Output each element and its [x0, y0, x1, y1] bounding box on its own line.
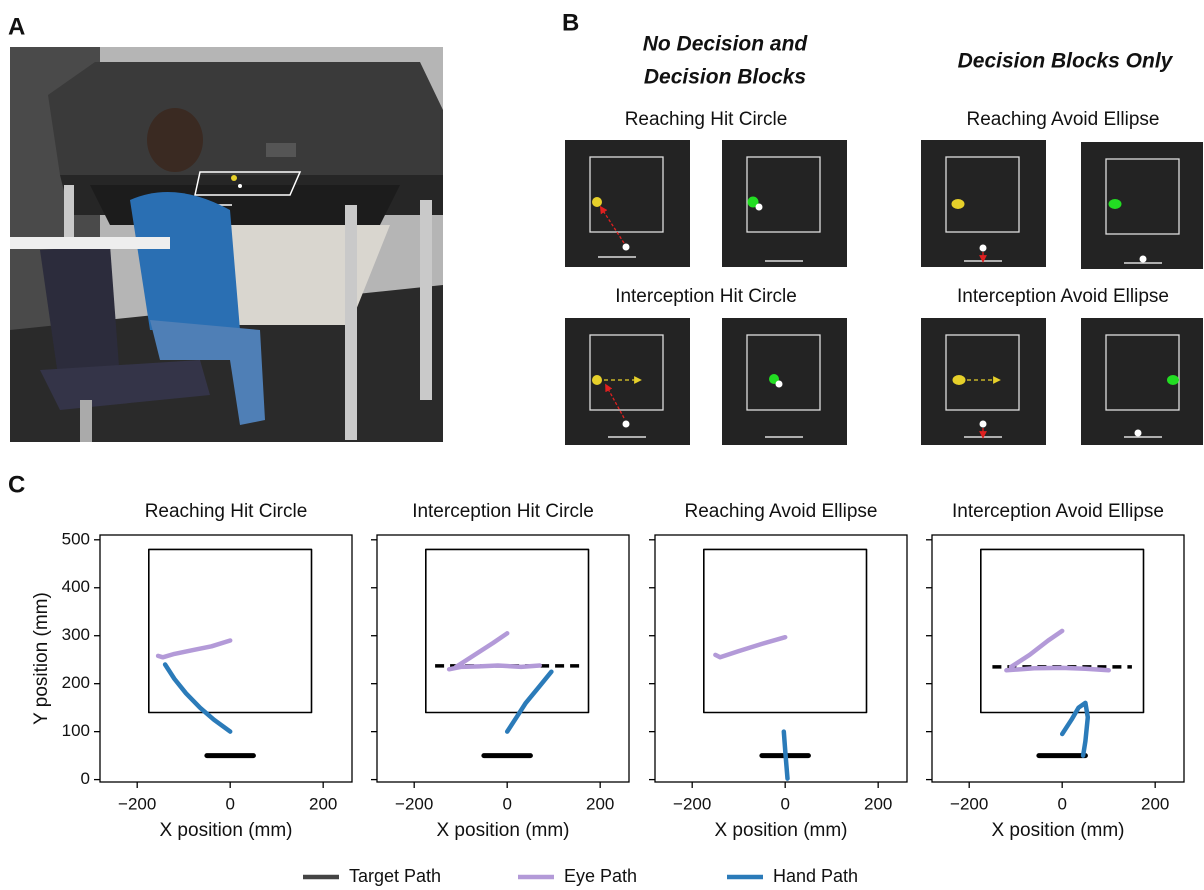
- x-axis-label: X position (mm): [714, 820, 847, 841]
- y-tick-label: 300: [62, 625, 90, 644]
- x-tick-label: 0: [502, 794, 511, 813]
- x-axis-label: X position (mm): [991, 820, 1124, 841]
- condition-title: Interception Avoid Ellipse: [957, 286, 1169, 307]
- condition-title: Reaching Hit Circle: [625, 109, 788, 130]
- y-tick-label: 100: [62, 721, 90, 740]
- chart-title: Reaching Avoid Ellipse: [685, 501, 878, 522]
- x-tick-label: 200: [864, 794, 892, 813]
- y-tick-label: 0: [81, 769, 90, 788]
- x-tick-label: −200: [118, 794, 156, 813]
- condition-title: Reaching Avoid Ellipse: [967, 109, 1160, 130]
- setup-illustration: [10, 47, 443, 442]
- x-tick-label: 0: [780, 794, 789, 813]
- x-axis-label: X position (mm): [159, 820, 292, 841]
- column-heading: No Decision and: [643, 33, 809, 56]
- x-tick-label: −200: [950, 794, 988, 813]
- x-axis-label: X position (mm): [436, 820, 569, 841]
- condition-title: Interception Hit Circle: [615, 286, 797, 307]
- y-axis-label: Y position (mm): [31, 592, 52, 725]
- y-tick-label: 500: [62, 529, 90, 548]
- column-heading: Decision Blocks Only: [958, 50, 1174, 73]
- legend-label: Eye Path: [564, 866, 637, 886]
- figure: A B C No Decision and Decision Blocks De…: [0, 0, 1204, 890]
- chart-title: Reaching Hit Circle: [145, 501, 308, 522]
- panel-label: C: [8, 471, 25, 498]
- panel-label: A: [8, 13, 25, 40]
- chart-title: Interception Avoid Ellipse: [952, 501, 1164, 522]
- y-tick-label: 400: [62, 577, 90, 596]
- x-tick-label: 0: [225, 794, 234, 813]
- x-tick-label: 0: [1057, 794, 1066, 813]
- x-tick-label: 200: [586, 794, 614, 813]
- x-tick-label: 200: [309, 794, 337, 813]
- y-tick-label: 200: [62, 673, 90, 692]
- column-heading: Decision Blocks: [644, 66, 806, 89]
- x-tick-label: −200: [673, 794, 711, 813]
- x-tick-label: 200: [1141, 794, 1169, 813]
- legend-label: Target Path: [349, 866, 441, 886]
- chart-title: Interception Hit Circle: [412, 501, 594, 522]
- legend-label: Hand Path: [773, 866, 858, 886]
- panel-label: B: [562, 9, 579, 36]
- x-tick-label: −200: [395, 794, 433, 813]
